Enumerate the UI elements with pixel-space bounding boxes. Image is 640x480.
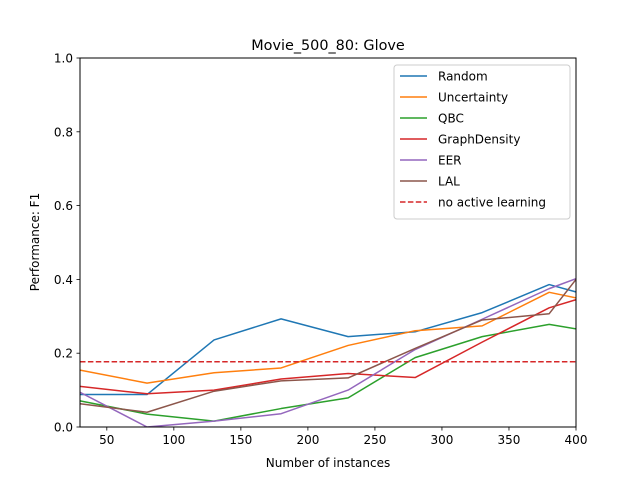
- series-line-lal: [80, 278, 576, 413]
- legend-box: [393, 64, 571, 220]
- series-line-random: [80, 283, 576, 396]
- x-tick-label: 350: [498, 433, 521, 447]
- x-tick-label: 250: [363, 433, 386, 447]
- x-axis: 50 100 150 200 250 300 350 400: [99, 427, 587, 447]
- y-axis-label: Performance: F1: [28, 193, 42, 291]
- y-tick-label: 0.8: [54, 125, 73, 139]
- legend-label: EER: [438, 154, 462, 168]
- x-tick-label: 200: [296, 433, 319, 447]
- x-tick-label: 300: [430, 433, 453, 447]
- legend-label: Random: [438, 70, 488, 84]
- legend-label: no active learning: [438, 196, 546, 210]
- series-line-graphdensity: [80, 298, 576, 395]
- legend-label: GraphDensity: [438, 133, 520, 147]
- y-tick-label: 0.4: [54, 273, 73, 287]
- plot-lines: [80, 277, 576, 427]
- x-tick-label: 100: [162, 433, 185, 447]
- legend-label: LAL: [438, 175, 460, 189]
- series-line-eer: [80, 277, 576, 427]
- plot-frame: [79, 57, 577, 428]
- y-tick-label: 0.0: [54, 421, 73, 435]
- y-axis: 0.0 0.2 0.4 0.6 0.8 1.0: [54, 52, 80, 435]
- x-tick-label: 50: [99, 433, 114, 447]
- x-tick-label: 150: [229, 433, 252, 447]
- series-line-qbc: [80, 323, 576, 422]
- y-tick-label: 0.2: [54, 347, 73, 361]
- legend-label: QBC: [438, 112, 464, 126]
- series-line-uncertainty: [80, 291, 576, 384]
- x-axis-label: Number of instances: [266, 456, 391, 470]
- y-tick-label: 1.0: [54, 52, 73, 66]
- y-tick-label: 0.6: [54, 199, 73, 213]
- chart-title: Movie_500_80: Glove: [251, 38, 405, 54]
- x-tick-label: 400: [565, 433, 588, 447]
- legend-label: Uncertainty: [438, 91, 508, 105]
- legend: Random Uncertainty QBC GraphDensity EER LAL no…: [393, 64, 571, 220]
